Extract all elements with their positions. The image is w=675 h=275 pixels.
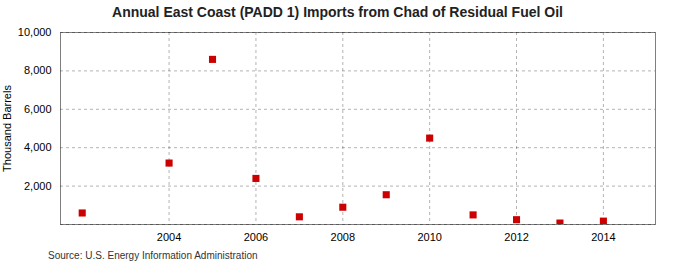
svg-text:2004: 2004	[157, 231, 181, 243]
html-text:Source: U.S. Energy Informatio: Source: U.S. Energy Information Administ…	[48, 250, 258, 261]
html-text:Annual East Coast (PADD 1) Imp: Annual East Coast (PADD 1) Imports from …	[112, 4, 563, 20]
svg-text:2014: 2014	[591, 231, 615, 243]
svg-text:10,000: 10,000	[18, 26, 52, 38]
svg-text:8,000: 8,000	[24, 64, 52, 76]
svg-text:2006: 2006	[244, 231, 268, 243]
svg-text:2008: 2008	[331, 231, 355, 243]
svg-text:2010: 2010	[417, 231, 441, 243]
svg-text:6,000: 6,000	[24, 103, 52, 115]
svg-text:2,000: 2,000	[24, 180, 52, 192]
svg-text:2012: 2012	[504, 231, 528, 243]
svg-text:4,000: 4,000	[24, 141, 52, 153]
svg-text:Thousand Barrels: Thousand Barrels	[1, 85, 13, 172]
